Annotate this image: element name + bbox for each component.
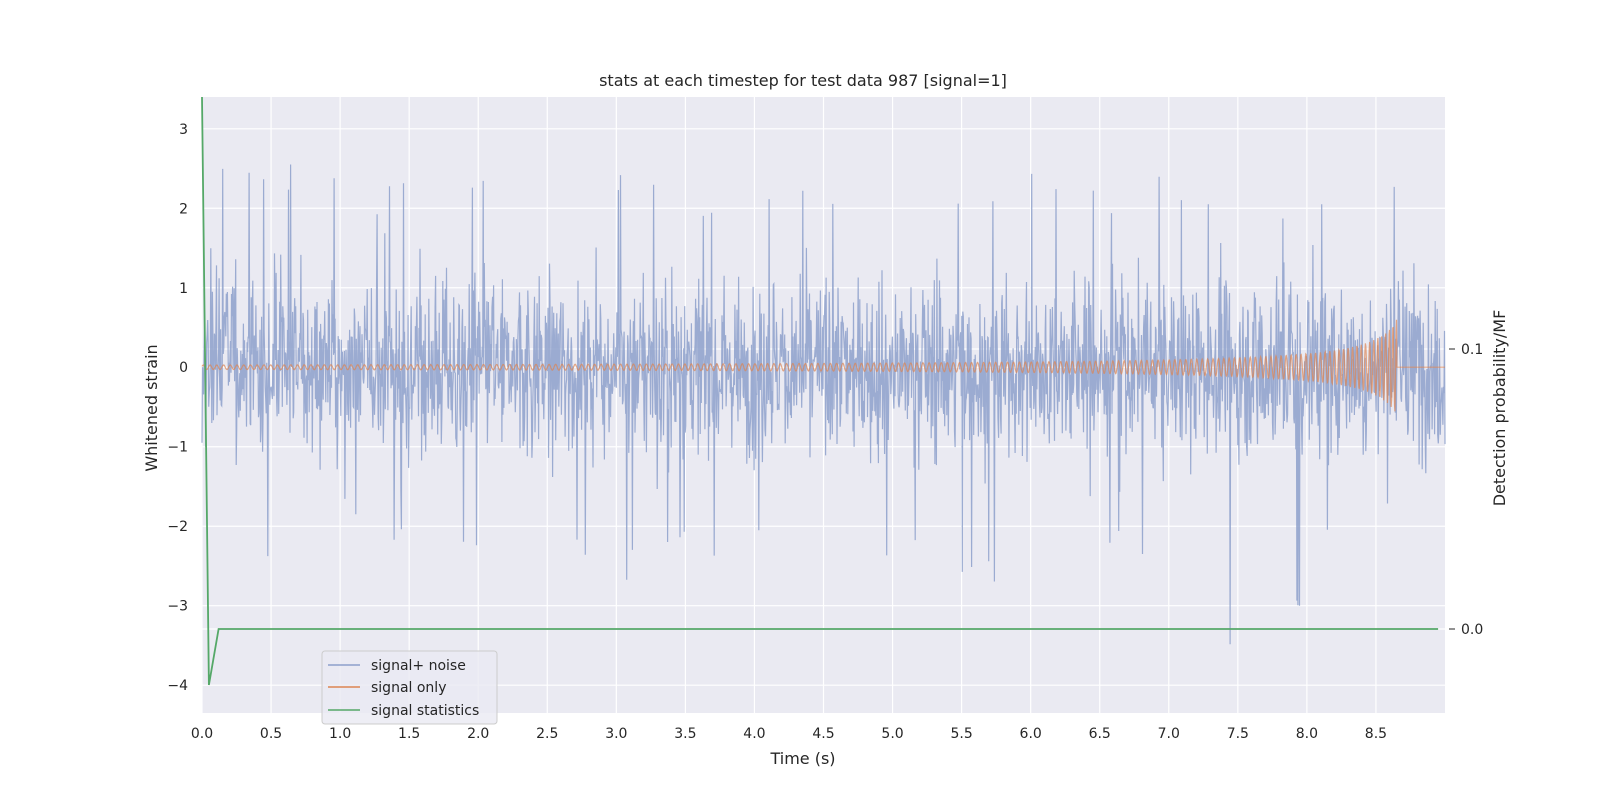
x-tick-label: 5.0	[881, 726, 903, 742]
chart-title: stats at each timestep for test data 987…	[599, 71, 1007, 90]
x-tick-label: 1.0	[329, 726, 351, 742]
y-tick-label: 2	[179, 201, 188, 217]
x-tick-labels: 0.0 0.5 1.0 1.5 2.0 2.5 3.0 3.5 4.0 4.5 5.0 5.5 6.0 6…	[191, 726, 1387, 742]
y-tick-labels: 3 2 1 0 −1 −2 −3 −4	[167, 122, 188, 694]
y-tick-label: 0	[179, 360, 188, 376]
x-tick-label: 2.5	[536, 726, 558, 742]
stats-line	[201, 96, 1439, 686]
legend-label-noise: signal+ noise	[371, 658, 466, 674]
signal-noise-series	[201, 164, 1446, 645]
y2-tick-labels: 0.1 0.0	[1449, 342, 1483, 638]
x-tick-label: 7.0	[1158, 726, 1180, 742]
x-tick-label: 8.5	[1365, 726, 1387, 742]
x-tick-label: 3.0	[605, 726, 627, 742]
y-tick-label: 1	[179, 281, 188, 297]
signal-line	[201, 319, 1445, 412]
y-tick-label: −3	[167, 599, 188, 615]
y-tick-label: −2	[167, 519, 188, 535]
x-tick-label: 8.0	[1296, 726, 1318, 742]
x-tick-label: 6.0	[1020, 726, 1042, 742]
x-tick-label: 4.0	[743, 726, 765, 742]
y-axis-label: Whitened strain	[142, 344, 161, 471]
x-tick-label: 5.5	[950, 726, 972, 742]
legend-label-stats: signal statistics	[371, 703, 479, 719]
x-tick-label: 3.5	[674, 726, 696, 742]
signal-only-series	[201, 319, 1445, 412]
y-tick-label: 3	[179, 122, 188, 138]
noise-line	[201, 164, 1446, 645]
y-tick-label: −1	[167, 440, 188, 456]
y2-axis-label: Detection probability/MF	[1490, 310, 1509, 507]
x-tick-label: 6.5	[1089, 726, 1111, 742]
y2-tick-label: 0.1	[1461, 342, 1483, 358]
x-tick-label: 1.5	[398, 726, 420, 742]
y-tick-label: −4	[167, 678, 188, 694]
y2-tick-label: 0.0	[1461, 622, 1483, 638]
legend-label-signal: signal only	[371, 680, 446, 696]
legend-box	[321, 650, 498, 725]
x-tick-label: 7.5	[1227, 726, 1249, 742]
x-tick-label: 0.5	[260, 726, 282, 742]
x-axis-label: Time (s)	[769, 749, 835, 768]
signal-statistics-series	[201, 96, 1439, 686]
x-tick-label: 2.0	[467, 726, 489, 742]
x-tick-label: 4.5	[812, 726, 834, 742]
legend: signal+ noise signal only signal statist…	[321, 650, 498, 725]
x-tick-label: 0.0	[191, 726, 213, 742]
